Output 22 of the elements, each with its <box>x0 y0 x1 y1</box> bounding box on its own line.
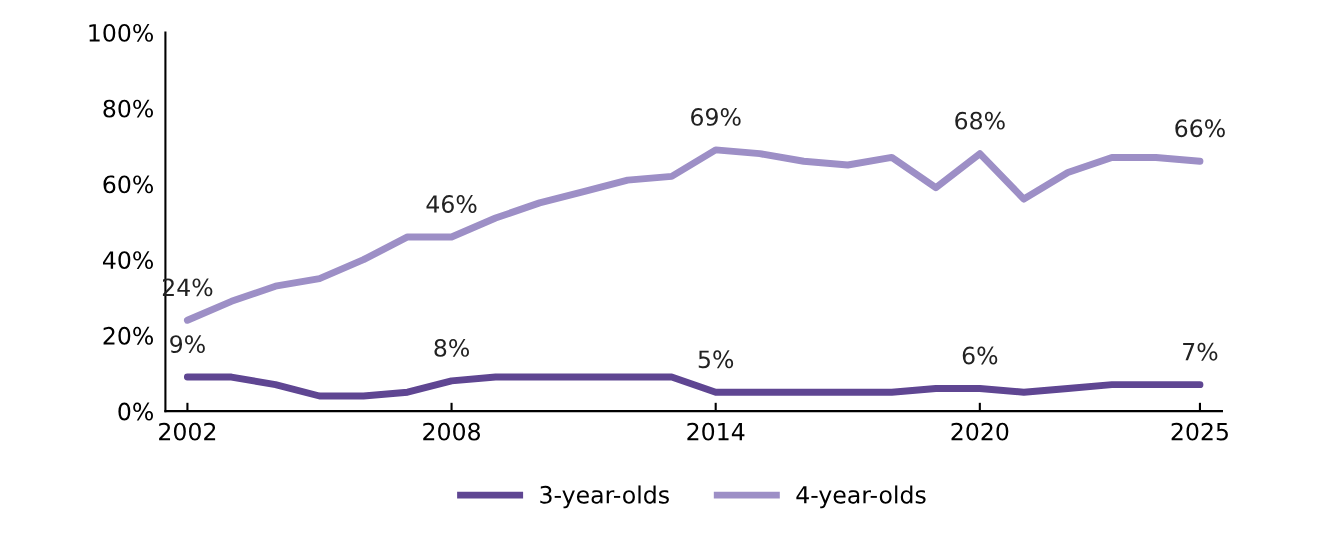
y-tick-label: 0% <box>118 402 153 421</box>
legend-label: 4-year-olds <box>796 485 926 509</box>
x-tick-label: 2020 <box>951 422 1009 441</box>
x-tick-label: 2008 <box>423 422 480 441</box>
y-tick-label: 20% <box>103 326 153 345</box>
annotation: 9% <box>170 335 205 354</box>
annotation: 7% <box>1183 342 1218 361</box>
y-tick-label: 40% <box>102 251 153 269</box>
annotation: 8% <box>434 338 469 357</box>
x-tick-label: 2002 <box>159 422 216 441</box>
x-tick-label: 2025 <box>1171 422 1228 441</box>
annotation: 46% <box>426 195 477 213</box>
legend-label: 3-year-olds <box>540 485 669 509</box>
x-tick-label: 2014 <box>687 422 745 441</box>
y-tick-label: 80% <box>103 99 153 118</box>
annotation: 69% <box>691 107 741 126</box>
annotation: 5% <box>698 350 734 369</box>
annotation: 68% <box>955 111 1005 130</box>
annotation: 6% <box>962 346 998 365</box>
y-tick-label: 60% <box>103 175 153 194</box>
annotation: 66% <box>1175 119 1225 138</box>
y-tick-label: 100% <box>89 23 153 42</box>
